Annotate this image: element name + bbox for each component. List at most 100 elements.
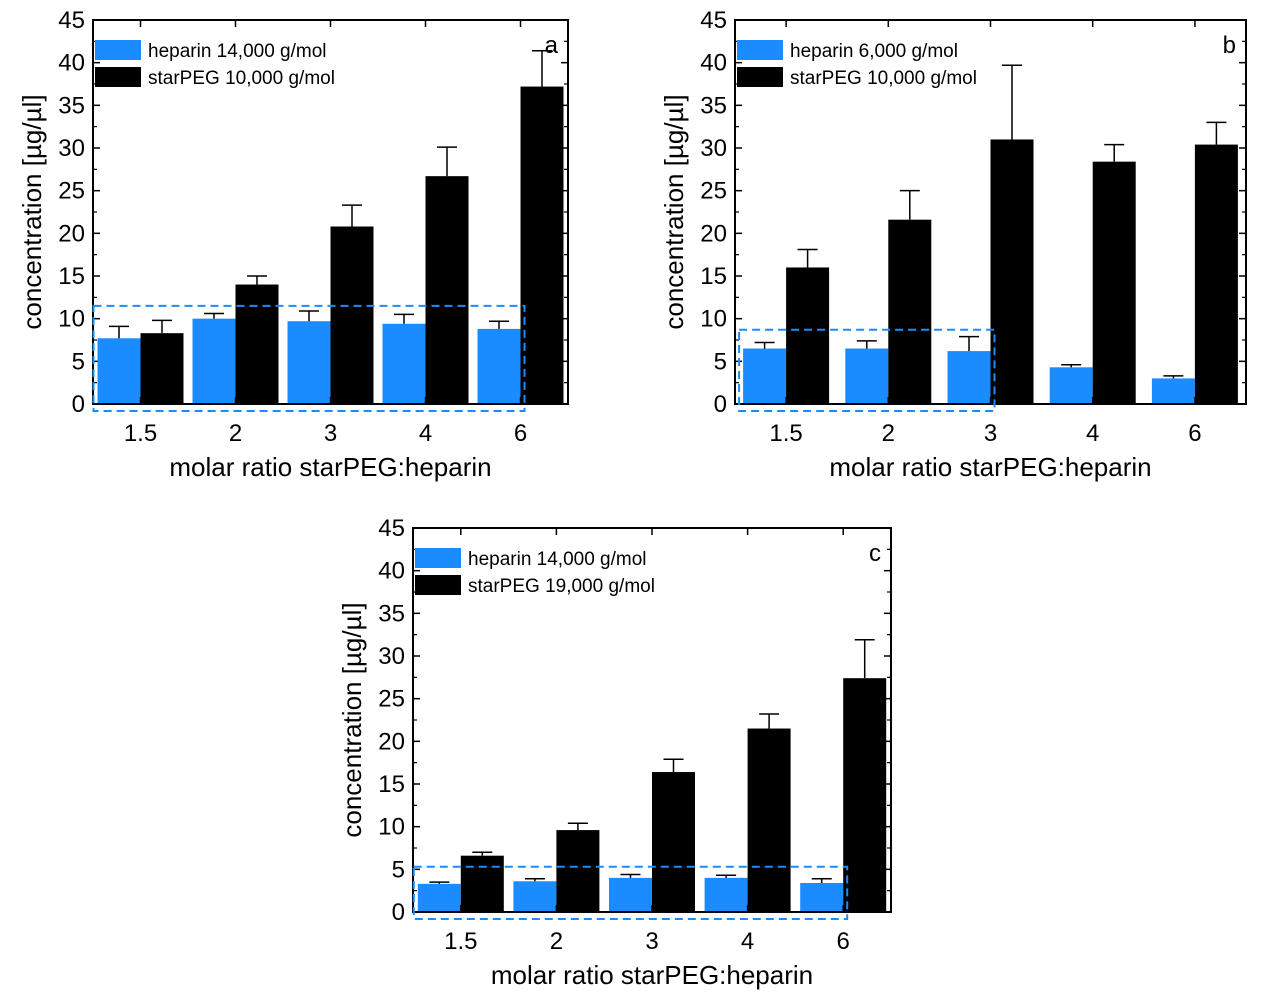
bar-starpeg bbox=[786, 267, 830, 404]
bar-heparin bbox=[477, 328, 521, 404]
bar-starpeg bbox=[556, 830, 600, 912]
y-tick-label: 10 bbox=[58, 306, 85, 333]
legend-swatch-starpeg bbox=[737, 67, 783, 87]
x-axis-title: molar ratio starPEG:heparin bbox=[169, 452, 491, 482]
bar-starpeg bbox=[235, 284, 279, 404]
bar-starpeg bbox=[652, 772, 695, 912]
y-tick-label: 45 bbox=[700, 7, 727, 34]
y-tick-label: 15 bbox=[58, 263, 85, 290]
bar-heparin bbox=[704, 877, 748, 912]
x-tick-label: 6 bbox=[837, 928, 850, 955]
legend-label: starPEG 10,000 g/mol bbox=[148, 68, 335, 89]
y-tick-label: 25 bbox=[700, 178, 727, 205]
x-tick-label: 3 bbox=[324, 420, 337, 447]
x-axis-title: molar ratio starPEG:heparin bbox=[491, 960, 813, 990]
bar-starpeg bbox=[1092, 161, 1136, 404]
bar-heparin bbox=[609, 877, 652, 912]
legend-label: heparin 14,000 g/mol bbox=[148, 41, 327, 62]
legend-swatch-starpeg bbox=[415, 575, 461, 595]
y-tick-label: 5 bbox=[392, 856, 405, 883]
bar-starpeg bbox=[140, 333, 184, 404]
x-tick-label: 3 bbox=[984, 420, 997, 447]
highlight-box bbox=[92, 304, 526, 412]
y-tick-label: 20 bbox=[58, 220, 85, 247]
y-tick-label: 15 bbox=[700, 263, 727, 290]
legend-swatch-heparin bbox=[415, 548, 461, 568]
y-tick-label: 35 bbox=[700, 92, 727, 119]
y-tick-label: 0 bbox=[392, 899, 405, 926]
y-tick-label: 10 bbox=[378, 814, 405, 841]
x-tick-label: 6 bbox=[514, 420, 527, 447]
y-tick-label: 0 bbox=[72, 391, 85, 418]
y-tick-label: 10 bbox=[700, 306, 727, 333]
bar-starpeg bbox=[747, 728, 791, 912]
bar-heparin bbox=[1049, 367, 1093, 404]
legend-swatch-heparin bbox=[95, 40, 141, 60]
y-tick-label: 40 bbox=[700, 50, 727, 77]
legend-swatch-starpeg bbox=[95, 67, 141, 87]
bar-heparin bbox=[947, 351, 991, 404]
bar-heparin bbox=[800, 882, 844, 912]
bar-heparin bbox=[1151, 378, 1195, 404]
legend-label: starPEG 19,000 g/mol bbox=[468, 576, 655, 597]
bar-heparin bbox=[97, 338, 141, 404]
bar-starpeg bbox=[1194, 144, 1238, 404]
y-tick-label: 20 bbox=[700, 220, 727, 247]
legend-swatch-heparin bbox=[737, 40, 783, 60]
bar-heparin bbox=[513, 881, 557, 912]
x-tick-label: 1.5 bbox=[444, 928, 477, 955]
y-tick-label: 5 bbox=[72, 348, 85, 375]
x-tick-label: 4 bbox=[741, 928, 754, 955]
x-tick-label: 1.5 bbox=[769, 420, 802, 447]
x-tick-label: 4 bbox=[419, 420, 432, 447]
y-tick-label: 25 bbox=[378, 686, 405, 713]
x-tick-label: 4 bbox=[1086, 420, 1099, 447]
y-axis-title: concentration [µg/µl] bbox=[337, 602, 367, 837]
legend-label: heparin 6,000 g/mol bbox=[790, 41, 958, 62]
y-axis-title: concentration [µg/µl] bbox=[17, 94, 47, 329]
bar-starpeg bbox=[330, 226, 374, 404]
legend-label: heparin 14,000 g/mol bbox=[468, 549, 647, 570]
x-tick-label: 6 bbox=[1188, 420, 1201, 447]
y-tick-label: 40 bbox=[58, 50, 85, 77]
x-tick-label: 2 bbox=[882, 420, 895, 447]
bar-starpeg bbox=[843, 678, 887, 912]
x-axis-title: molar ratio starPEG:heparin bbox=[829, 452, 1151, 482]
panel-letter: c bbox=[869, 540, 881, 567]
y-tick-label: 40 bbox=[378, 558, 405, 585]
chart-panel-b: 0 5 10 15 20 25 30 35 40 45 1.5 2 3 4 6 molar ratio sta… bbox=[659, 7, 1247, 482]
y-tick-label: 30 bbox=[58, 135, 85, 162]
y-tick-label: 15 bbox=[378, 771, 405, 798]
y-tick-label: 35 bbox=[378, 600, 405, 627]
x-tick-label: 3 bbox=[645, 928, 658, 955]
y-axis-title: concentration [µg/µl] bbox=[659, 94, 689, 329]
x-tick-label: 2 bbox=[550, 928, 563, 955]
y-tick-label: 35 bbox=[58, 92, 85, 119]
y-tick-label: 0 bbox=[714, 391, 727, 418]
bar-starpeg bbox=[460, 855, 504, 912]
highlight-box bbox=[412, 865, 849, 920]
panel-letter: b bbox=[1223, 32, 1236, 59]
bar-heparin bbox=[192, 318, 236, 404]
y-tick-label: 25 bbox=[58, 178, 85, 205]
bar-starpeg bbox=[520, 86, 564, 404]
chart-panel-c: 0 5 10 15 20 25 30 35 40 45 1.5 2 3 4 6 molar ratio sta… bbox=[337, 515, 892, 990]
y-tick-label: 20 bbox=[378, 728, 405, 755]
bar-heparin bbox=[417, 883, 461, 912]
y-tick-label: 45 bbox=[378, 515, 405, 542]
y-tick-label: 30 bbox=[378, 643, 405, 670]
bar-heparin bbox=[845, 348, 889, 404]
bar-heparin bbox=[743, 348, 787, 404]
y-tick-label: 5 bbox=[714, 348, 727, 375]
bar-heparin bbox=[287, 321, 331, 404]
chart-panel-a: 0 5 10 15 20 25 30 35 40 45 1.5 2 3 4 6 molar ratio sta… bbox=[17, 7, 569, 482]
y-tick-label: 30 bbox=[700, 135, 727, 162]
bar-heparin bbox=[382, 323, 426, 404]
panel-letter: a bbox=[545, 32, 559, 59]
legend-label: starPEG 10,000 g/mol bbox=[790, 68, 977, 89]
bar-starpeg bbox=[990, 139, 1034, 404]
bar-starpeg bbox=[425, 176, 469, 404]
bar-starpeg bbox=[888, 219, 932, 404]
x-tick-label: 2 bbox=[229, 420, 242, 447]
